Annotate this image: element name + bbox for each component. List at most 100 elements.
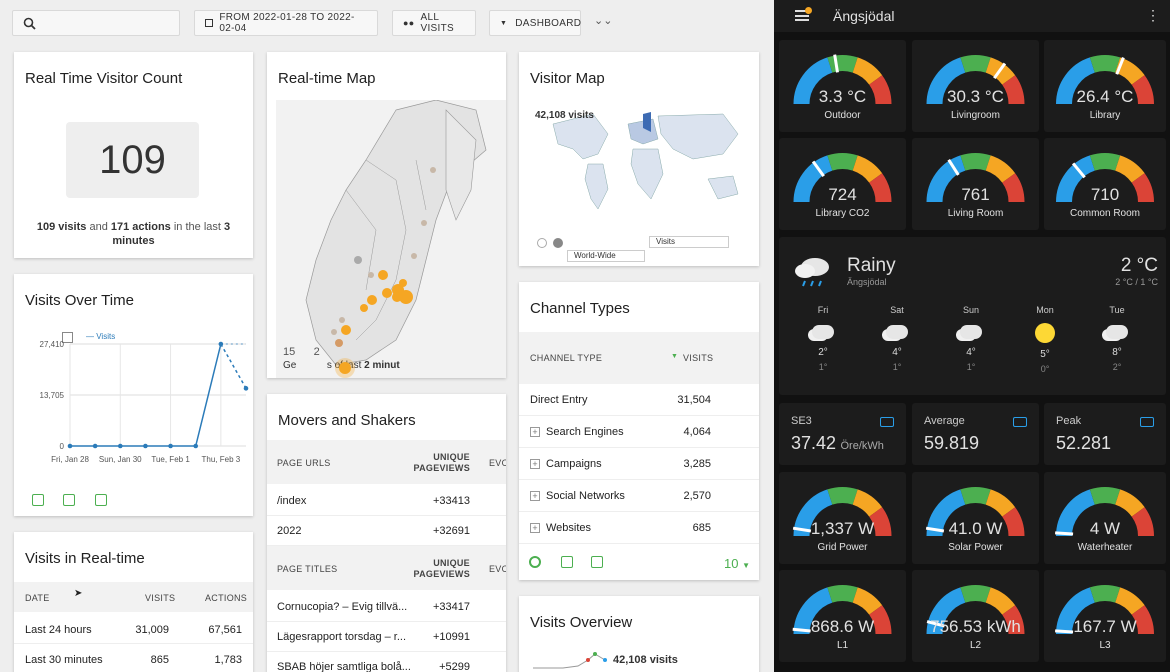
gauge-tile-solar-power[interactable]: 41.0 W Solar Power — [912, 472, 1039, 564]
export-image-icon[interactable] — [62, 332, 73, 343]
col-date[interactable]: DATE — [25, 593, 50, 603]
search-box[interactable] — [12, 10, 180, 36]
table-row[interactable]: + Campaigns 3,285 — [519, 448, 759, 480]
gauge-tile-living-room[interactable]: 761 Living Room — [912, 138, 1039, 230]
more-options-icon[interactable]: ⋮ — [1146, 7, 1160, 23]
data-point[interactable] — [92, 443, 98, 449]
expand-icon[interactable]: + — [530, 458, 540, 469]
data-point[interactable] — [218, 341, 224, 347]
x-tick-label: Thu, Feb 3 — [202, 455, 241, 464]
menu-icon[interactable] — [795, 10, 809, 21]
world-map[interactable] — [533, 104, 753, 214]
data-point[interactable] — [117, 443, 123, 449]
table-row[interactable]: + Search Engines 4,064 — [519, 416, 759, 448]
gauge-segment — [1056, 155, 1096, 203]
share-icon[interactable] — [32, 494, 44, 506]
gauge-value: 1,337 W — [810, 519, 875, 538]
sensor-icon — [1013, 417, 1027, 427]
widget-title: Real Time Visitor Count — [25, 70, 183, 87]
image-icon[interactable] — [63, 494, 75, 506]
table-row[interactable]: Last 30 minutes 865 1,783 — [14, 646, 253, 672]
expand-toolbar-icon[interactable]: ⌄⌄ — [594, 15, 613, 27]
zoom-out-icon[interactable] — [537, 238, 547, 248]
col-visits[interactable]: VISITS — [683, 353, 714, 363]
row-label: Cornucopia? – Evig tillvä... — [277, 600, 408, 613]
price-tile-peak[interactable]: Peak 52.281 — [1044, 403, 1166, 465]
settings-icon[interactable] — [529, 556, 541, 568]
expand-icon[interactable]: + — [530, 426, 540, 437]
overlay-count-b: 2 — [313, 346, 320, 358]
col-unique-b[interactable]: PAGEVIEWS — [413, 569, 470, 579]
row-label: Search Engines — [546, 425, 624, 438]
table-row[interactable]: + Websites 685 — [519, 512, 759, 544]
data-point[interactable] — [193, 443, 199, 449]
data-point[interactable] — [143, 443, 148, 449]
gauge-needle — [1055, 629, 1074, 634]
table-row[interactable]: /index +33413 — [267, 486, 506, 516]
limit-selector[interactable]: 10 ▼ — [724, 556, 750, 571]
col-channel-type[interactable]: CHANNEL TYPE — [530, 353, 603, 363]
gauge-tile-livingroom[interactable]: 30.3 °C Livingroom — [912, 40, 1039, 132]
table-row[interactable]: Lägesrapport torsdag – r... +10991 — [267, 622, 506, 652]
minutes-word: minutes — [112, 235, 155, 247]
metric-select-value: Visits — [656, 237, 675, 246]
share-icon[interactable] — [591, 556, 603, 568]
gauge-tile-l2[interactable]: 756.53 kWh L2 — [912, 570, 1039, 662]
export-icon[interactable] — [561, 556, 573, 568]
col-unique-a[interactable]: UNIQUE — [433, 452, 470, 462]
annotation-icon[interactable] — [95, 494, 107, 506]
table-row[interactable]: Direct Entry 31,504 — [519, 384, 759, 416]
table-row[interactable]: Last 24 hours 31,009 67,561 — [14, 616, 253, 644]
gauge-tile-grid-power[interactable]: 1,337 W Grid Power — [779, 472, 906, 564]
gauge-needle — [947, 158, 960, 176]
col-page-urls[interactable]: PAGE URLS — [277, 458, 331, 468]
col-evo[interactable]: EVO — [489, 458, 506, 468]
metric-select[interactable]: Visits — [649, 236, 729, 248]
col-unique-a[interactable]: UNIQUE — [433, 558, 470, 568]
gauge-tile-library-co2[interactable]: 724 Library CO2 — [779, 138, 906, 230]
gauge-segment — [1131, 507, 1154, 537]
widget-title: Visits Over Time — [25, 292, 134, 309]
table-row[interactable]: Cornucopia? – Evig tillvä... +33417 — [267, 592, 506, 622]
date-range-selector[interactable]: FROM 2022-01-28 TO 2022-02-04 — [194, 10, 378, 36]
data-point[interactable] — [67, 443, 73, 449]
forecast-day: Sun 4° 1° — [951, 305, 991, 385]
price-tile-average[interactable]: Average 59.819 — [912, 403, 1039, 465]
map-overlay-count: 15 2 — [283, 346, 320, 358]
widget-title: Visits in Real-time — [25, 550, 145, 567]
y-tick-label: 13,705 — [40, 391, 65, 400]
col-evo[interactable]: EVO — [489, 564, 506, 574]
gauge-tile-library[interactable]: 26.4 °C Library — [1044, 40, 1166, 132]
table-row[interactable]: 2022 +32691 — [267, 516, 506, 546]
gauge-tile-outdoor[interactable]: 3.3 °C Outdoor — [779, 40, 906, 132]
col-unique-b[interactable]: PAGEVIEWS — [413, 463, 470, 473]
gauge-tile-common-room[interactable]: 710 Common Room — [1044, 138, 1166, 230]
segment-selector[interactable]: ●● ALL VISITS — [392, 10, 476, 36]
gauge-tile-l3[interactable]: 167.7 W L3 — [1044, 570, 1166, 662]
forecast-high: 4° — [966, 347, 976, 358]
price-tile-se3[interactable]: SE3 37.42 Öre/kWh — [779, 403, 906, 465]
weather-location: Ängsjödal — [847, 277, 887, 287]
expand-icon[interactable]: + — [530, 522, 540, 533]
table-row[interactable]: + Social Networks 2,570 — [519, 480, 759, 512]
row-actions: 67,561 — [208, 623, 242, 636]
data-point[interactable] — [168, 443, 173, 449]
scandinavia-map[interactable] — [276, 100, 506, 378]
dashboard-selector[interactable]: ▼ DASHBOARD — [489, 10, 581, 36]
gauge-tile-l1[interactable]: 868.6 W L1 — [779, 570, 906, 662]
col-actions[interactable]: ACTIONS — [205, 593, 248, 603]
weather-card[interactable]: Rainy Ängsjödal 2 °C 2 °C / 1 °C Fri 2° 1°… — [779, 237, 1166, 395]
globe-icon[interactable] — [553, 238, 563, 248]
gauge-tile-waterheater[interactable]: 4 W Waterheater — [1044, 472, 1166, 564]
col-visits[interactable]: VISITS — [145, 593, 176, 603]
gauge-name: Common Room — [1069, 208, 1141, 219]
col-page-titles[interactable]: PAGE TITLES — [277, 564, 338, 574]
gauge-name: L3 — [1099, 640, 1111, 651]
expand-icon[interactable]: + — [530, 490, 540, 501]
region-select[interactable]: World-Wide — [567, 250, 645, 262]
channel-types-widget: Channel Types CHANNEL TYPE ▼ VISITS Dire… — [519, 282, 759, 580]
realtime-map-widget: Real-time Map 15 2 — [267, 52, 506, 378]
data-point[interactable] — [243, 386, 249, 391]
in-last-text: in the last — [173, 221, 221, 233]
table-row[interactable]: SBAB höjer samtliga bolå... +5299 — [267, 652, 506, 672]
